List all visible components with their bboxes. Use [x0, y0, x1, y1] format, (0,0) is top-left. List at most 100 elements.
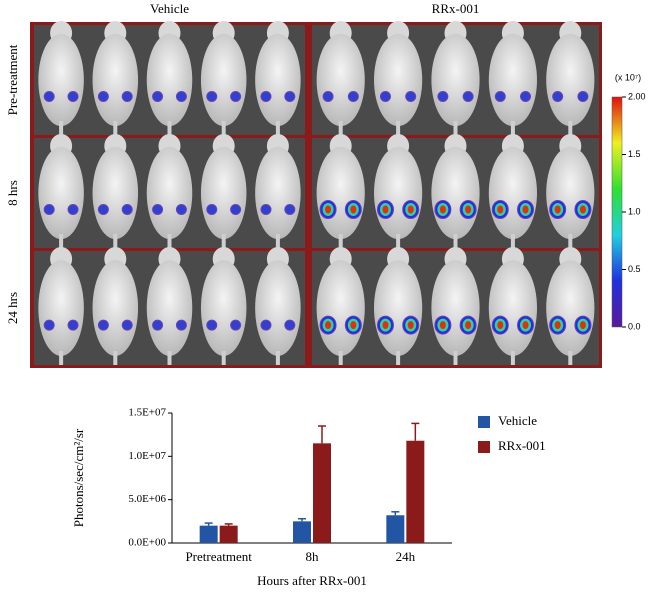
tumor-signal	[465, 205, 472, 214]
mouse-tail	[568, 234, 573, 248]
row-label: 24 hrs	[5, 292, 20, 324]
legend-label: RRx-001	[498, 438, 546, 453]
tumor-signal	[382, 205, 389, 214]
mouse-tail	[510, 234, 515, 248]
mouse-tail	[338, 121, 343, 135]
tumor-signal	[43, 91, 55, 102]
mouse-body	[546, 146, 595, 240]
tumor-signal	[230, 91, 242, 102]
mouse-body	[146, 33, 193, 127]
tumor-signal	[407, 205, 414, 214]
tumor-signal	[325, 205, 332, 214]
tumor-signal	[152, 319, 164, 331]
mouse-tail	[275, 234, 280, 248]
tumor-signal	[325, 321, 332, 330]
mouse-body	[316, 33, 365, 127]
tumor-signal	[579, 321, 586, 330]
colorbar-tick-label: 1.0	[628, 206, 641, 216]
tumor-signal	[520, 91, 532, 102]
column-label: RRx-001	[432, 1, 480, 16]
bar	[386, 515, 405, 543]
tumor-signal	[497, 205, 504, 214]
mouse-tail	[221, 121, 226, 135]
tumor-signal	[152, 204, 164, 215]
legend-swatch	[478, 416, 490, 428]
tumor-signal	[522, 205, 529, 214]
tumor-signal	[97, 204, 109, 215]
mouse-body	[488, 260, 538, 356]
row-label: 8 hrs	[5, 180, 20, 206]
tumor-signal	[497, 321, 504, 330]
mouse-tail	[167, 234, 172, 248]
mouse-body	[38, 146, 84, 240]
mouse-tail	[221, 351, 226, 365]
tumor-signal	[230, 204, 242, 215]
tumor-signal	[175, 204, 187, 215]
mouse-body	[431, 146, 480, 240]
mouse-body	[546, 33, 595, 127]
mouse-tail	[59, 121, 64, 135]
y-tick-label: 1.5E+07	[128, 407, 166, 419]
tumor-signal	[43, 204, 55, 215]
colorbar	[611, 96, 623, 328]
tumor-signal	[206, 91, 218, 102]
mouse-tail	[396, 234, 401, 248]
mouse-body	[146, 260, 193, 356]
tumor-signal	[284, 319, 296, 331]
tumor-signal	[284, 91, 296, 102]
mouse-body	[255, 33, 301, 127]
tumor-signal	[577, 91, 589, 102]
row-label: Pre-treatment	[5, 44, 20, 115]
mouse-tail	[167, 121, 172, 135]
mouse-tail	[113, 351, 118, 365]
mouse-tail	[453, 351, 458, 365]
tumor-signal	[121, 319, 133, 331]
column-label: Vehicle	[150, 1, 189, 16]
x-axis-label: Hours after RRx-001	[257, 573, 367, 588]
mouse-tail	[113, 121, 118, 135]
tumor-signal	[379, 91, 391, 102]
mouse-body	[316, 260, 365, 356]
mouse-body	[146, 146, 193, 240]
tumor-signal	[462, 91, 474, 102]
mouse-tail	[510, 351, 515, 365]
mouse-body	[373, 146, 423, 240]
mouse-body	[373, 260, 423, 356]
tumor-signal	[350, 321, 357, 330]
mouse-body	[488, 146, 538, 240]
mouse-tail	[568, 351, 573, 365]
legend-label: Vehicle	[498, 413, 537, 428]
tumor-signal	[260, 204, 272, 215]
mouse-body	[431, 260, 480, 356]
tumor-signal	[437, 91, 449, 102]
tumor-signal	[67, 91, 79, 102]
tumor-signal	[121, 91, 133, 102]
tumor-signal	[350, 205, 357, 214]
tumor-signal	[67, 319, 79, 331]
tumor-signal	[206, 204, 218, 215]
mouse-body	[316, 146, 365, 240]
bar	[293, 521, 311, 543]
mouse-tail	[338, 351, 343, 365]
colorbar-tick-label: 0.0	[628, 321, 641, 331]
mouse-tail	[338, 234, 343, 248]
tumor-signal	[322, 91, 334, 102]
mouse-tail	[113, 234, 118, 248]
mouse-body	[38, 260, 84, 356]
tumor-signal	[347, 91, 359, 102]
bar	[313, 443, 331, 543]
tumor-signal	[230, 319, 242, 331]
mouse-body	[200, 33, 247, 127]
tumor-signal	[97, 91, 109, 102]
colorbar-tick-label: 0.5	[628, 264, 641, 274]
tumor-signal	[522, 321, 529, 330]
x-tick-label: Pretreatment	[185, 549, 252, 564]
tumor-signal	[121, 204, 133, 215]
mouse-tail	[453, 121, 458, 135]
mouse-body	[92, 260, 139, 356]
mouse-tail	[167, 351, 172, 365]
mouse-body	[255, 146, 301, 240]
y-axis-label: Photons/sec/cm²/sr	[71, 428, 86, 527]
